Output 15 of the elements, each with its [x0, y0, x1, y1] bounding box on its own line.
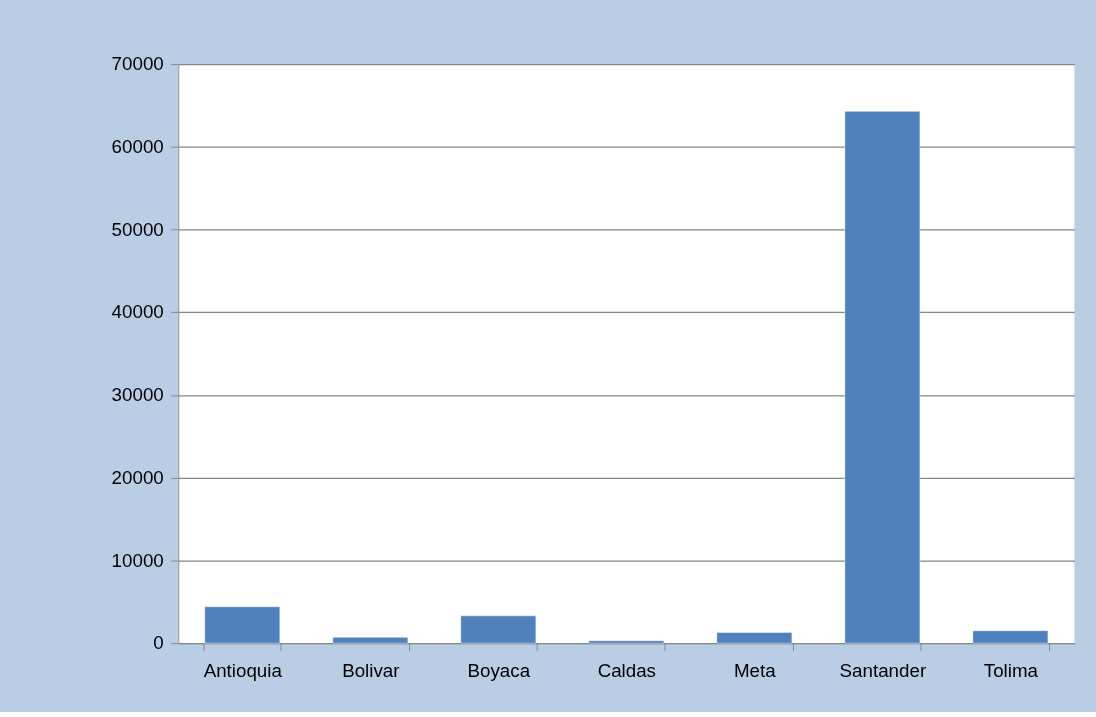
- y-tick-label: 40000: [111, 301, 164, 323]
- x-tick-label: Tolima: [983, 660, 1039, 682]
- y-tick-label: 20000: [111, 466, 164, 488]
- y-tick-label: 60000: [111, 135, 164, 157]
- y-tick-label: 10000: [111, 549, 164, 571]
- x-tick-label: Santander: [839, 660, 927, 682]
- x-tick-label: Boyaca: [467, 660, 531, 682]
- y-tick-label: 0: [153, 632, 164, 654]
- x-tick-label: Antioquia: [203, 660, 283, 682]
- x-tick-label: Caldas: [597, 660, 657, 682]
- y-tick-label: 30000: [111, 384, 164, 406]
- y-tick-label: 70000: [111, 53, 164, 75]
- x-tick-label: Bolivar: [342, 660, 400, 682]
- y-tick-label: 50000: [111, 218, 164, 240]
- x-tick-label: Meta: [734, 660, 777, 682]
